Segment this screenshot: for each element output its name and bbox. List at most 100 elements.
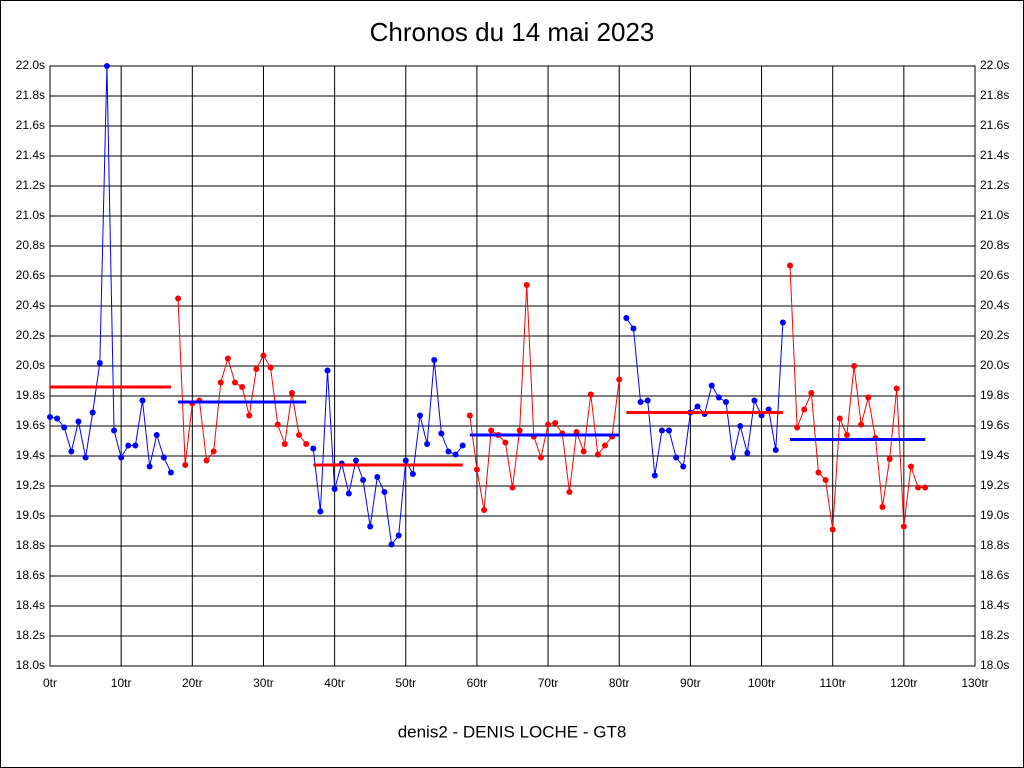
data-point — [431, 357, 438, 363]
data-point — [637, 399, 644, 405]
data-point — [167, 469, 174, 476]
data-point — [388, 541, 395, 548]
data-point — [459, 442, 466, 449]
y-tick-label-right: 19.2s — [980, 478, 1009, 492]
y-tick-label: 19.2s — [16, 478, 45, 492]
data-point — [737, 423, 744, 429]
y-tick-label-right: 21.2s — [980, 178, 1009, 192]
y-tick-label: 20.6s — [16, 268, 45, 282]
x-tick-label: 40tr — [324, 676, 345, 690]
y-tick-label: 18.4s — [16, 598, 45, 612]
data-point — [466, 412, 473, 419]
data-point — [744, 450, 751, 456]
x-tick-label: 130tr — [961, 676, 988, 690]
data-point — [552, 420, 559, 426]
y-tick-label: 21.4s — [16, 148, 45, 162]
data-point — [523, 282, 530, 288]
data-point — [409, 471, 416, 477]
data-point — [772, 447, 779, 453]
data-point — [545, 421, 552, 428]
chart-title: Chronos du 14 mai 2023 — [370, 17, 655, 47]
data-point — [694, 403, 701, 410]
data-point — [623, 315, 630, 321]
x-tick-label: 20tr — [182, 676, 203, 690]
y-tick-label: 19.8s — [16, 388, 45, 402]
data-point — [324, 367, 331, 374]
data-point — [722, 399, 729, 405]
y-tick-label-right: 21.4s — [980, 148, 1009, 162]
data-point — [288, 390, 295, 396]
data-point — [246, 412, 253, 419]
data-point — [445, 448, 452, 455]
data-point — [310, 445, 317, 452]
data-point — [858, 421, 865, 428]
data-point — [900, 523, 907, 530]
x-tick-label: 70tr — [538, 676, 559, 690]
data-point — [815, 469, 822, 476]
data-point — [303, 441, 310, 447]
data-point — [587, 391, 594, 398]
data-point — [509, 484, 516, 491]
x-tick-label: 0tr — [43, 676, 57, 690]
data-point — [779, 319, 786, 326]
data-point — [537, 454, 544, 461]
data-point — [616, 376, 623, 383]
y-tick-label-right: 19.8s — [980, 388, 1009, 402]
data-point — [865, 394, 872, 401]
data-point — [829, 526, 836, 533]
data-point — [395, 532, 402, 539]
data-point — [367, 523, 374, 530]
y-tick-label-right: 21.6s — [980, 118, 1009, 132]
data-point — [580, 448, 587, 455]
data-point — [915, 484, 922, 491]
data-point — [224, 355, 231, 362]
data-point — [708, 382, 715, 389]
data-point — [139, 397, 146, 404]
y-tick-label-right: 21.8s — [980, 88, 1009, 102]
data-point — [787, 262, 793, 269]
data-point — [360, 477, 367, 483]
data-point — [481, 507, 488, 513]
data-point — [893, 385, 900, 392]
y-tick-label: 21.8s — [16, 88, 45, 102]
plot-area — [49, 65, 976, 667]
data-point — [680, 463, 687, 470]
data-point — [381, 489, 388, 495]
data-point — [630, 325, 637, 332]
x-tick-label: 80tr — [609, 676, 630, 690]
data-point — [132, 442, 139, 449]
data-point — [153, 432, 160, 438]
data-point — [836, 415, 843, 422]
y-tick-label-right: 19.6s — [980, 418, 1009, 432]
y-tick-label: 21.6s — [16, 118, 45, 132]
data-point — [751, 397, 758, 404]
y-tick-label: 20.0s — [16, 358, 45, 372]
data-point — [175, 295, 182, 302]
data-point — [352, 457, 359, 464]
y-tick-label: 20.2s — [16, 328, 45, 342]
y-tick-label-right: 20.8s — [980, 238, 1009, 252]
data-point — [658, 427, 665, 434]
data-point — [68, 448, 75, 455]
data-point — [473, 466, 480, 473]
y-tick-label-right: 18.8s — [980, 538, 1009, 552]
data-point — [673, 454, 680, 461]
data-point — [402, 457, 409, 464]
data-point — [75, 418, 82, 425]
data-point — [730, 454, 737, 461]
x-tick-label: 10tr — [111, 676, 132, 690]
data-point — [103, 63, 110, 69]
y-tick-label-right: 18.6s — [980, 568, 1009, 582]
y-tick-label: 20.4s — [16, 298, 45, 312]
y-tick-label-right: 22.0s — [980, 58, 1009, 72]
y-tick-label-right: 20.2s — [980, 328, 1009, 342]
data-point — [54, 415, 61, 422]
data-point — [125, 442, 132, 449]
data-point — [160, 454, 167, 461]
data-point — [331, 486, 338, 492]
y-tick-label: 19.4s — [16, 448, 45, 462]
data-point — [345, 490, 352, 497]
data-point — [438, 430, 445, 437]
series-line — [312, 359, 464, 546]
